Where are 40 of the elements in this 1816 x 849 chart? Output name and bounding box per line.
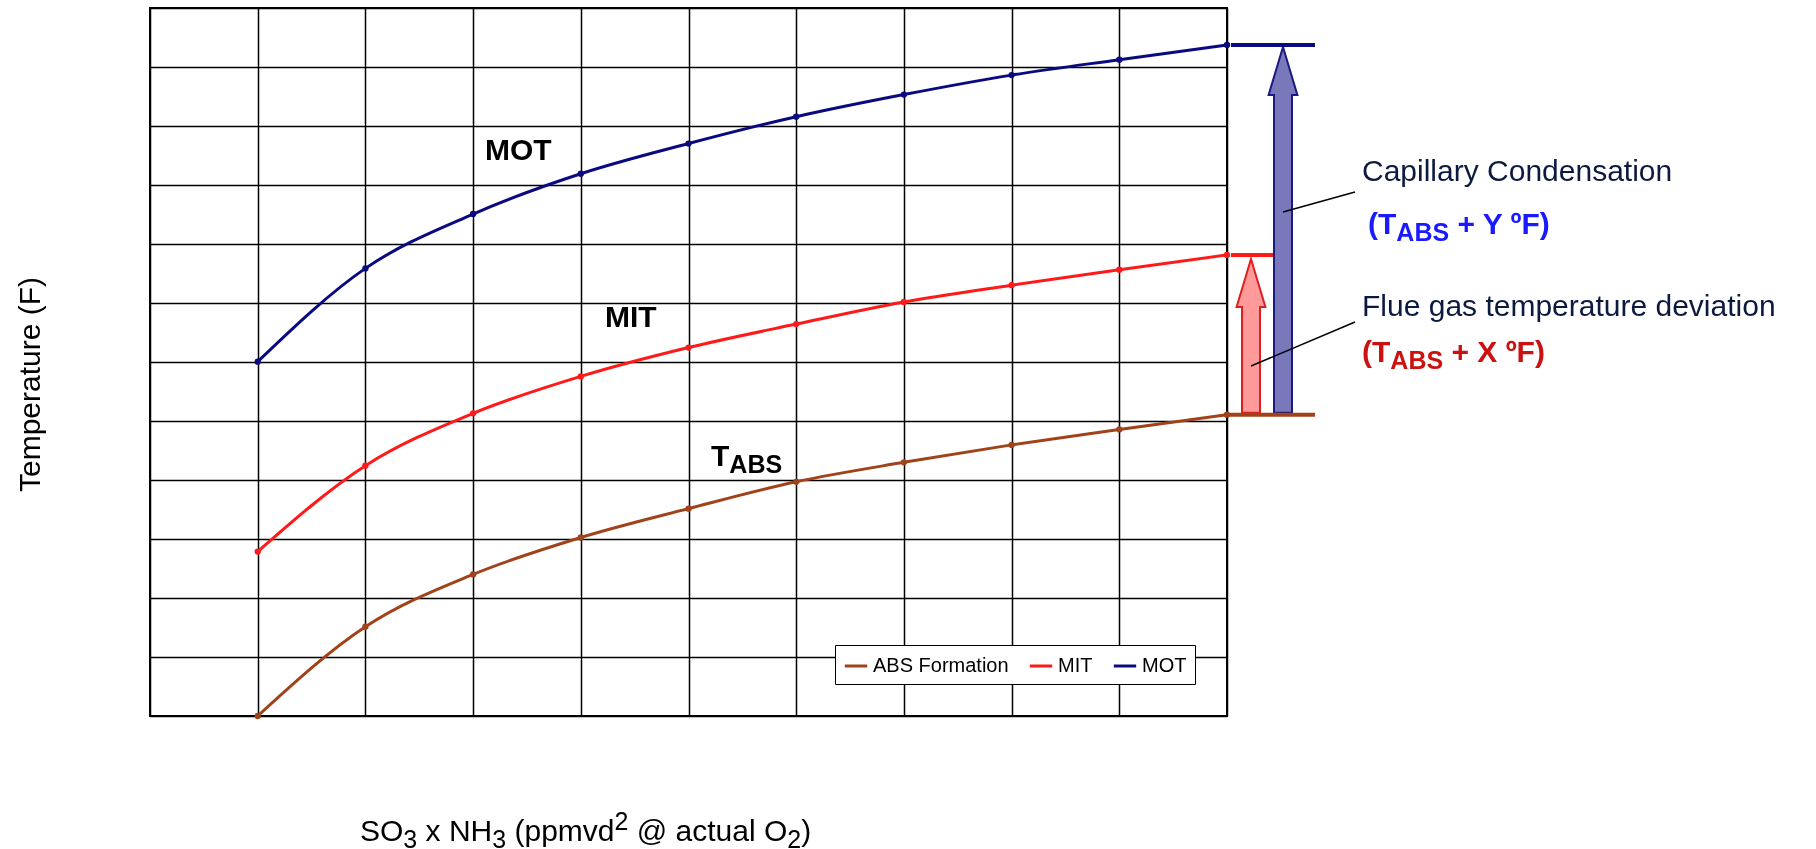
point [685, 505, 692, 512]
point [577, 170, 584, 177]
annotation: MIT [605, 300, 657, 333]
point [254, 712, 261, 720]
point [469, 571, 477, 578]
point [793, 478, 800, 485]
point [793, 113, 800, 120]
text: (T$_{ABS}$ + Y ºF) [1368, 207, 1550, 246]
point [685, 140, 692, 147]
text: Flue gas temperature deviation (T$_{ABS}$ + X ºF) [1362, 288, 1777, 376]
y-axis-title: Temperature (F) [13, 276, 46, 492]
point [362, 265, 369, 272]
point [254, 548, 261, 555]
legend-label: MOT [1142, 654, 1187, 676]
point [1116, 426, 1123, 433]
point [1008, 71, 1015, 79]
point [685, 344, 692, 351]
point [362, 462, 369, 469]
point [577, 373, 584, 380]
point [469, 410, 477, 417]
legend-label: MIT [1058, 654, 1093, 676]
annotation: T$_{ABS}$ [711, 439, 783, 480]
text: Capillary Condensation [1362, 154, 1673, 187]
point [900, 459, 908, 466]
point [469, 210, 477, 218]
point [577, 534, 584, 541]
point [1008, 441, 1015, 449]
point [1008, 282, 1015, 289]
point [1223, 251, 1231, 259]
point [1116, 266, 1123, 273]
point [362, 623, 369, 630]
text: SO$_{3}$ x NH$_{3}$ (ppmvd$^{2}$ @ actual O$_{2}$) [360, 807, 812, 849]
point [900, 91, 908, 98]
point [254, 358, 261, 365]
point [1223, 41, 1231, 49]
legend-label: ABS Formation [873, 654, 1009, 676]
point [900, 298, 908, 306]
point [1116, 56, 1123, 63]
point [793, 320, 800, 328]
annotation: MOT [485, 133, 552, 166]
